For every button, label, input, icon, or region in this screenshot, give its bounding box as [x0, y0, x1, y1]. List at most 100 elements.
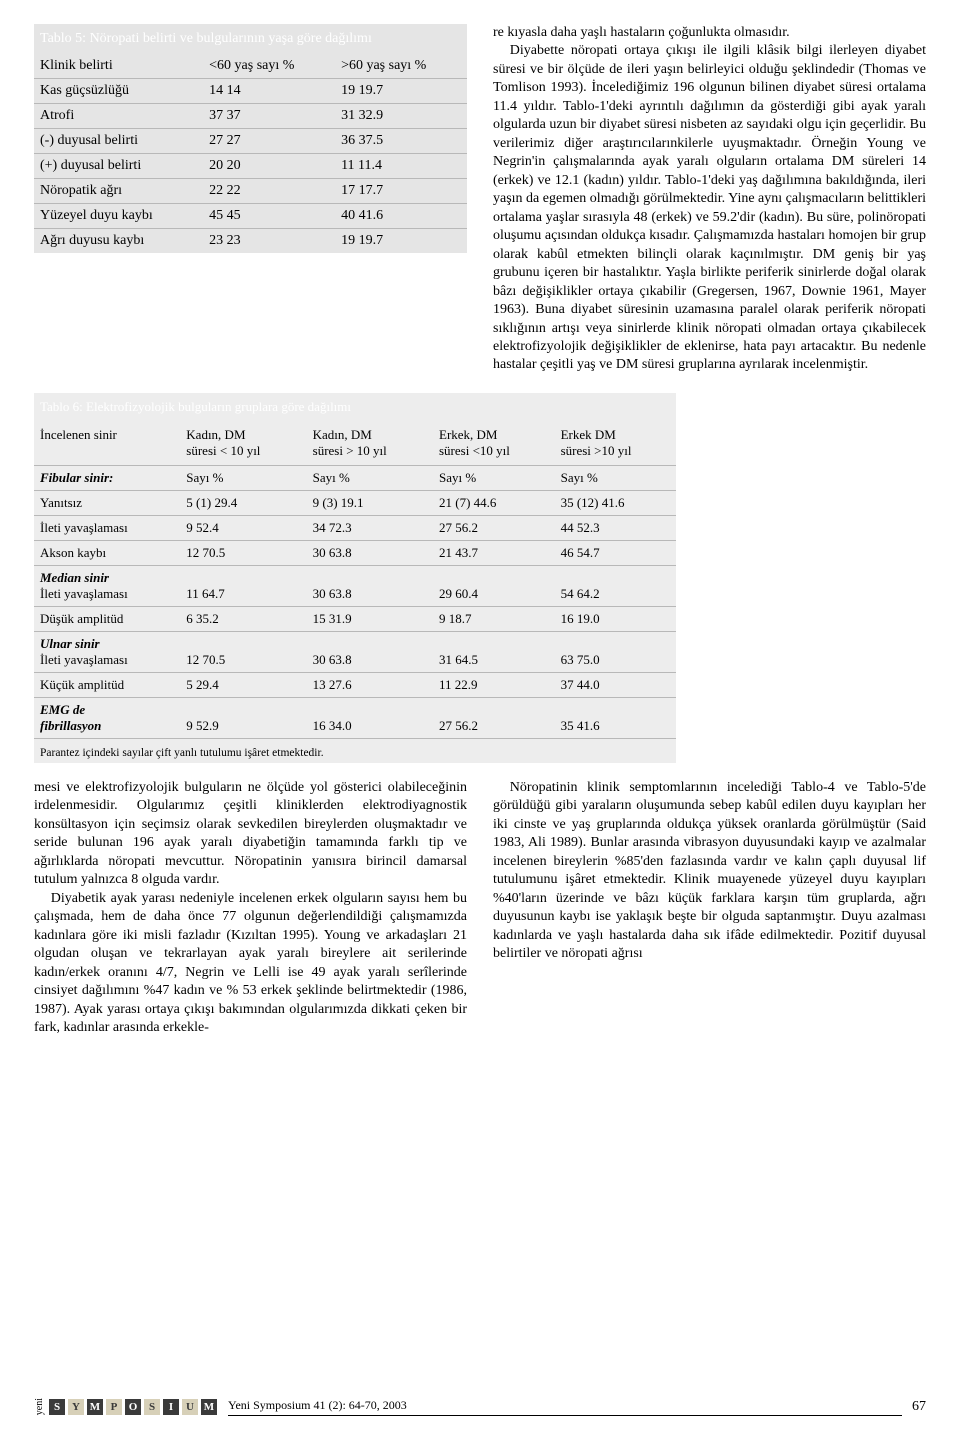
logo-m: M	[87, 1399, 103, 1415]
t6-r3-1c4: 37 44.0	[555, 672, 677, 697]
t6-fib4: Sayı %	[555, 465, 677, 490]
logo-s2: S	[144, 1399, 160, 1415]
table5-container: Tablo 5: Nöropati belirti ve bulgularını…	[34, 24, 467, 375]
right-p3: Nöropatinin klinik semptomlarının incele…	[493, 779, 926, 964]
t6-r1-0c1: 5 (1) 29.4	[180, 490, 306, 515]
t6-r2-0c4: 54 64.2	[555, 565, 677, 606]
table6-container: Tablo 6: Elektrofizyolojik bulguların gr…	[34, 393, 676, 763]
t6-r1-0c3: 21 (7) 44.6	[433, 490, 555, 515]
right-p2: Diyabette nöropati ortaya çıkışı ile ilg…	[493, 42, 926, 374]
t5-r3c0: (+) duyusal belirti	[34, 153, 203, 178]
table6: Tablo 6: Elektrofizyolojik bulguların gr…	[34, 393, 676, 763]
t6-r1-2c0: Akson kaybı	[34, 540, 180, 565]
t6-r3-1c2: 13 27.6	[307, 672, 433, 697]
t5-r0c0: Kas güçsüzlüğü	[34, 78, 203, 103]
t6-emg-c2: 16 34.0	[307, 697, 433, 738]
t6-ht0-l1: İncelenen sinir	[40, 427, 117, 442]
t6-ht1: Kadın, DMsüresi < 10 yıl	[180, 421, 306, 466]
t5-r3c1: 20 20	[203, 153, 335, 178]
t5-r4c1: 22 22	[203, 178, 335, 203]
t6-emg-l1: EMG de	[40, 702, 85, 717]
t6-emg-c3: 27 56.2	[433, 697, 555, 738]
t5-r5c0: Yüzeyel duyu kaybı	[34, 203, 203, 228]
t6-r1-0c2: 9 (3) 19.1	[307, 490, 433, 515]
t6-r2-1c1: 6 35.2	[180, 606, 306, 631]
t6-ht1-l1: Kadın, DM	[186, 427, 245, 442]
t5-h1: <60 yaş sayı %	[203, 52, 335, 79]
brand-logo: S Y M P O S I U M	[49, 1399, 218, 1415]
t6-r1-1c4: 44 52.3	[555, 515, 677, 540]
t6-median: Median sinirİleti yavaşlaması	[34, 565, 180, 606]
logo-y: Y	[68, 1399, 84, 1415]
t6-ht2-l1: Kadın, DM	[313, 427, 372, 442]
t6-r2-1c4: 16 19.0	[555, 606, 677, 631]
t6-r1-1c1: 9 52.4	[180, 515, 306, 540]
t6-r1-2c4: 46 54.7	[555, 540, 677, 565]
t6-r1-1c0: İleti yavaşlaması	[34, 515, 180, 540]
t6-r1-0c4: 35 (12) 41.6	[555, 490, 677, 515]
t6-ht3: Erkek, DMsüresi <10 yıl	[433, 421, 555, 466]
t6-ht4-l1: Erkek DM	[561, 427, 616, 442]
top-row: Tablo 5: Nöropati belirti ve bulgularını…	[34, 24, 926, 375]
t6-ht4: Erkek DMsüresi >10 yıl	[555, 421, 677, 466]
t6-r3-1c3: 11 22.9	[433, 672, 555, 697]
t5-r1c2: 31 32.9	[335, 103, 467, 128]
t6-ht4-l2: süresi >10 yıl	[561, 443, 632, 458]
t5-r5c2: 40 41.6	[335, 203, 467, 228]
footer-page: 67	[912, 1399, 926, 1415]
t6-ht0: İncelenen sinir	[34, 421, 180, 466]
t6-ulnar: Ulnar sinirİleti yavaşlaması	[34, 631, 180, 672]
left-p2: Diyabetik ayak yarası nedeniyle incelene…	[34, 890, 467, 1038]
logo-m2: M	[201, 1399, 217, 1415]
t6-r2-0c0: İleti yavaşlaması	[40, 586, 128, 601]
t6-r2-1c0: Düşük amplitüd	[34, 606, 180, 631]
t5-r5c1: 45 45	[203, 203, 335, 228]
t6-r3-0c4: 63 75.0	[555, 631, 677, 672]
t6-ht2-l2: süresi > 10 yıl	[313, 443, 387, 458]
t5-h0: Klinik belirti	[34, 52, 203, 79]
logo-o: O	[125, 1399, 141, 1415]
t6-ht3-l2: süresi <10 yıl	[439, 443, 510, 458]
t6-emg-c1: 9 52.9	[180, 697, 306, 738]
t6-r3-0c0: İleti yavaşlaması	[40, 652, 128, 667]
t6-r3-0c3: 31 64.5	[433, 631, 555, 672]
logo-u: U	[182, 1399, 198, 1415]
t6-emg: EMG defibrillasyon	[34, 697, 180, 738]
logo-s: S	[49, 1399, 65, 1415]
page: Tablo 5: Nöropati belirti ve bulgularını…	[0, 0, 960, 1430]
table5-title: Tablo 5: Nöropati belirti ve bulgularını…	[34, 24, 467, 52]
footer: yeni S Y M P O S I U M Yeni Symposium 41…	[34, 1398, 926, 1416]
t5-r0c1: 14 14	[203, 78, 335, 103]
t5-r0c2: 19 19.7	[335, 78, 467, 103]
t6-ulnar-lbl: Ulnar sinir	[40, 636, 100, 651]
right-p1: re kıyasla daha yaşlı hastaların çoğunlu…	[493, 24, 926, 42]
t6-r1-1c2: 34 72.3	[307, 515, 433, 540]
t5-r6c0: Ağrı duyusu kaybı	[34, 228, 203, 253]
t6-ht1-l2: süresi < 10 yıl	[186, 443, 260, 458]
t5-r6c1: 23 23	[203, 228, 335, 253]
t5-h2: >60 yaş sayı %	[335, 52, 467, 79]
t5-r3c2: 11 11.4	[335, 153, 467, 178]
t5-r2c0: (-) duyusal belirti	[34, 128, 203, 153]
t5-r1c1: 37 37	[203, 103, 335, 128]
logo-p: P	[106, 1399, 122, 1415]
t6-note: Parantez içindeki sayılar çift yanlı tut…	[34, 738, 676, 763]
t6-r2-1c3: 9 18.7	[433, 606, 555, 631]
t6-ht3-l1: Erkek, DM	[439, 427, 498, 442]
t6-r1-0c0: Yanıtsız	[34, 490, 180, 515]
right-col-top: re kıyasla daha yaşlı hastaların çoğunlu…	[493, 24, 926, 375]
t5-r6c2: 19 19.7	[335, 228, 467, 253]
t6-r3-0c2: 30 63.8	[307, 631, 433, 672]
left-p1: mesi ve elektrofizyolojik bulguların ne …	[34, 779, 467, 890]
t5-r2c2: 36 37.5	[335, 128, 467, 153]
t6-fib2: Sayı %	[307, 465, 433, 490]
t6-r1-2c1: 12 70.5	[180, 540, 306, 565]
t5-r2c1: 27 27	[203, 128, 335, 153]
t5-r4c2: 17 17.7	[335, 178, 467, 203]
t6-ht2: Kadın, DMsüresi > 10 yıl	[307, 421, 433, 466]
right-col-bottom: Nöropatinin klinik semptomlarının incele…	[493, 779, 926, 1038]
t6-emg-l2: fibrillasyon	[40, 718, 101, 733]
table5: Tablo 5: Nöropati belirti ve bulgularını…	[34, 24, 467, 253]
t6-median-lbl: Median sinir	[40, 570, 109, 585]
t5-r4c0: Nöropatik ağrı	[34, 178, 203, 203]
